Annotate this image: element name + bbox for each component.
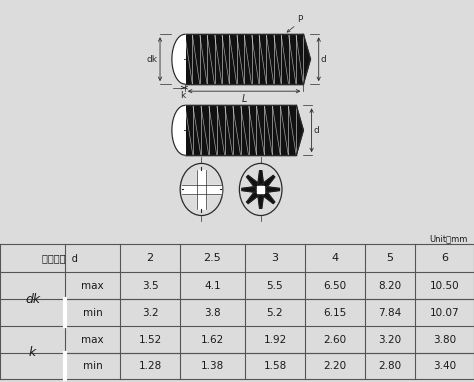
Text: 10.50: 10.50 (430, 281, 459, 291)
Text: dk: dk (146, 55, 157, 64)
Polygon shape (172, 34, 185, 84)
Polygon shape (242, 186, 261, 193)
Text: 1.58: 1.58 (264, 361, 287, 371)
Text: min: min (82, 361, 102, 371)
Text: 螺纹规格  d: 螺纹规格 d (42, 253, 78, 263)
Text: 2.60: 2.60 (323, 335, 346, 345)
Text: Unit：mm: Unit：mm (429, 234, 468, 243)
Text: 4: 4 (331, 253, 338, 263)
Text: 4.1: 4.1 (204, 281, 221, 291)
Text: 2.80: 2.80 (378, 361, 401, 371)
Text: 3.40: 3.40 (433, 361, 456, 371)
Polygon shape (257, 189, 264, 208)
Text: P: P (297, 15, 303, 24)
Text: d: d (320, 55, 327, 64)
Text: 1.92: 1.92 (264, 335, 287, 345)
Text: 1.52: 1.52 (138, 335, 162, 345)
Text: L: L (241, 94, 247, 104)
Polygon shape (257, 171, 264, 189)
Text: 5.5: 5.5 (267, 281, 283, 291)
Polygon shape (172, 105, 185, 155)
Text: k: k (180, 91, 185, 100)
Text: 7.84: 7.84 (378, 308, 401, 317)
Text: k: k (29, 346, 36, 359)
Text: 3.80: 3.80 (433, 335, 456, 345)
Text: 3.2: 3.2 (142, 308, 158, 317)
Text: 10.07: 10.07 (430, 308, 459, 317)
Text: 8.20: 8.20 (378, 281, 401, 291)
Polygon shape (296, 105, 303, 155)
Text: 6.50: 6.50 (323, 281, 346, 291)
Text: 2: 2 (146, 253, 154, 263)
Text: 6.15: 6.15 (323, 308, 346, 317)
Polygon shape (182, 185, 221, 194)
Text: 1.28: 1.28 (138, 361, 162, 371)
Text: 2.20: 2.20 (323, 361, 346, 371)
Polygon shape (246, 187, 263, 204)
Text: d: d (313, 126, 319, 135)
Text: max: max (81, 335, 104, 345)
Polygon shape (197, 170, 206, 209)
Text: 6: 6 (441, 253, 448, 263)
Polygon shape (257, 186, 264, 193)
Text: 5.2: 5.2 (267, 308, 283, 317)
Text: 3.8: 3.8 (204, 308, 221, 317)
Polygon shape (261, 186, 280, 193)
Text: dk: dk (25, 293, 40, 306)
Polygon shape (246, 175, 263, 192)
Text: 1.38: 1.38 (201, 361, 224, 371)
Text: 5: 5 (386, 253, 393, 263)
Polygon shape (258, 187, 275, 204)
Text: 3.20: 3.20 (378, 335, 401, 345)
Polygon shape (303, 34, 310, 84)
Text: 3: 3 (272, 253, 279, 263)
Text: 3.5: 3.5 (142, 281, 158, 291)
Text: 2.5: 2.5 (204, 253, 221, 263)
Text: 1.62: 1.62 (201, 335, 224, 345)
Text: max: max (81, 281, 104, 291)
Text: min: min (82, 308, 102, 317)
Polygon shape (258, 175, 275, 192)
